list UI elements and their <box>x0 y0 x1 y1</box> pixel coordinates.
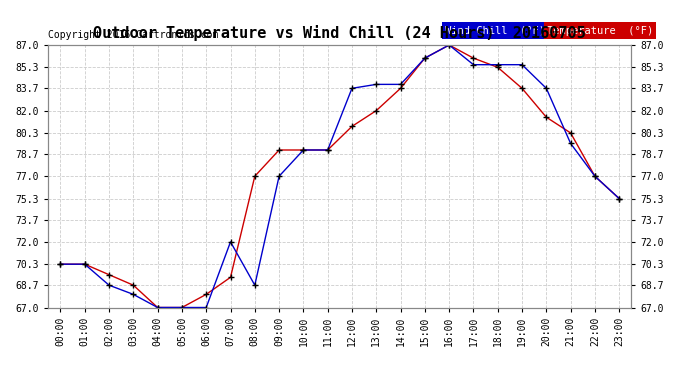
Text: Temperature  (°F): Temperature (°F) <box>546 26 653 36</box>
Text: Wind Chill  (°F): Wind Chill (°F) <box>445 26 545 36</box>
Text: Copyright 2016 Cartronics.com: Copyright 2016 Cartronics.com <box>48 30 219 40</box>
Title: Outdoor Temperature vs Wind Chill (24 Hours)  20160705: Outdoor Temperature vs Wind Chill (24 Ho… <box>93 25 586 41</box>
